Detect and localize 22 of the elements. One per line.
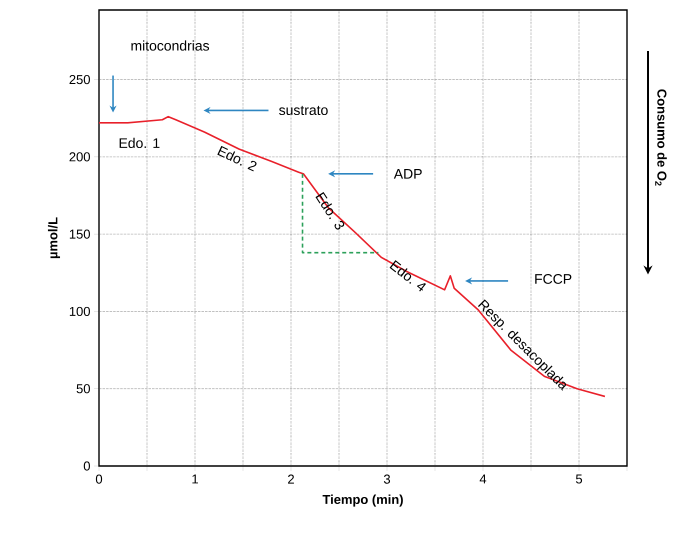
annotation: Edo. 1 bbox=[120, 138, 160, 148]
x-tick-label: 5 bbox=[576, 474, 582, 484]
annotation: FCCP bbox=[535, 274, 572, 284]
x-axis-title: Tiempo (min) bbox=[322, 494, 403, 507]
x-tick-label: 0 bbox=[96, 474, 102, 484]
annotation: sustrato bbox=[279, 106, 328, 116]
annotation: ADP bbox=[394, 169, 422, 179]
y-tick-label: 50 bbox=[76, 384, 90, 394]
x-tick-label: 1 bbox=[192, 474, 198, 484]
y-tick-label: 0 bbox=[84, 461, 90, 471]
line-series bbox=[98, 116, 606, 398]
y-axis-title: µmol/L bbox=[48, 217, 60, 258]
y-tick-label: 250 bbox=[70, 74, 90, 84]
y-tick-label: 100 bbox=[70, 306, 90, 316]
x-tick-label: 2 bbox=[288, 474, 294, 484]
x-tick-label: 3 bbox=[384, 474, 390, 484]
annotation: Edo. 2 bbox=[217, 146, 257, 172]
y-tick-label: 150 bbox=[70, 230, 90, 239]
annotation: mitocondrias bbox=[131, 40, 210, 51]
x-tick-label: 4 bbox=[480, 474, 486, 484]
y-tick-label: 200 bbox=[70, 152, 90, 162]
text: Consumo de O$_{2}$ bbox=[655, 89, 667, 186]
